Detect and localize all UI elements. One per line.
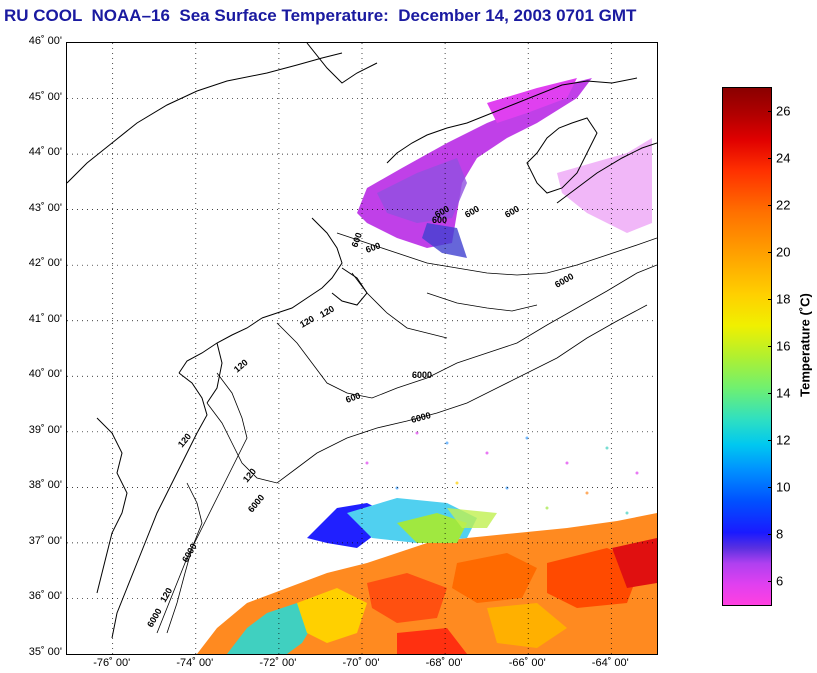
- latitude-label: 43˚ 00': [28, 201, 62, 214]
- contour-label: 600: [463, 204, 481, 220]
- longitude-label: -70˚ 00': [342, 657, 380, 669]
- latitude-label: 46˚ 00': [28, 35, 62, 47]
- longitude-label: -74˚ 00': [176, 657, 214, 669]
- colorbar-tick-mark: [768, 439, 772, 441]
- colorbar-tick-mark: [768, 251, 772, 253]
- contour-label: 120: [241, 466, 258, 484]
- map-grid: [67, 43, 657, 654]
- latitude-label: 39˚ 00': [28, 423, 62, 436]
- colorbar-tick-mark: [768, 110, 772, 112]
- contour-label: 600: [349, 231, 364, 249]
- latitude-label: 35˚ 00': [28, 646, 62, 658]
- longitude-label: -72˚ 00': [259, 657, 297, 669]
- contour-label: 120: [232, 357, 250, 374]
- contour-label: 600: [344, 390, 362, 405]
- sst-map-panel: 600 600 600 600 6000 6000 600 6000 120 120 120 120 6…: [66, 42, 658, 655]
- contour-label: 6000: [410, 410, 432, 425]
- colorbar-tick-label: 26: [776, 103, 791, 118]
- sst-scattered-pixels: [365, 431, 639, 515]
- colorbar-tick-mark: [768, 204, 772, 206]
- contour-label: 120: [318, 304, 336, 320]
- contour-label: 600: [432, 215, 447, 225]
- longitude-label: -76˚ 00': [93, 657, 131, 669]
- latitude-label: 37˚ 00': [28, 534, 62, 547]
- colorbar-tick-label: 20: [776, 244, 791, 259]
- colorbar-tick-mark: [768, 580, 772, 582]
- colorbar-tick-label: 6: [776, 573, 784, 588]
- contour-label: 6000: [553, 271, 575, 290]
- longitude-label: -66˚ 00': [508, 657, 546, 669]
- sst-warm-band: [197, 513, 657, 654]
- contour-label: 600: [364, 240, 382, 255]
- colorbar-tick-label: 18: [776, 291, 791, 306]
- latitude-label: 38˚ 00': [28, 479, 62, 492]
- contour-label: 600: [503, 204, 521, 220]
- colorbar-tick-mark: [768, 392, 772, 394]
- colorbar-tick-mark: [768, 533, 772, 535]
- longitude-label: -64˚ 00': [591, 657, 629, 669]
- bathymetry-contours: [156, 232, 657, 634]
- colorbar-tick-label: 10: [776, 479, 791, 494]
- temperature-colorbar: [722, 87, 772, 606]
- colorbar-tick-mark: [768, 486, 772, 488]
- contour-label: 6000: [246, 493, 267, 515]
- colorbar-label: Temperature (˚C): [797, 293, 813, 397]
- colorbar-tick-label: 16: [776, 338, 791, 353]
- colorbar-tick-mark: [768, 298, 772, 300]
- contour-label: 6000: [145, 607, 164, 629]
- sst-cold-patch: [357, 78, 652, 258]
- contour-label: 120: [158, 586, 174, 604]
- colorbar-tick-label: 14: [776, 385, 791, 400]
- latitude-label: 42˚ 00': [28, 257, 62, 270]
- colorbar-tick-mark: [768, 345, 772, 347]
- colorbar-tick-label: 8: [776, 526, 784, 541]
- sst-cool-intrusion: [307, 498, 497, 548]
- latitude-label: 44˚ 00': [28, 146, 62, 159]
- contour-label: 6000: [180, 542, 199, 564]
- latitude-label: 36˚ 00': [28, 590, 62, 603]
- colorbar-tick-label: 24: [776, 150, 791, 165]
- map-title: RU COOL NOAA–16 Sea Surface Temperature:…: [4, 6, 637, 25]
- contour-label: 120: [298, 314, 316, 330]
- latitude-label: 41˚ 00': [28, 312, 62, 325]
- latitude-label: 45˚ 00': [28, 90, 62, 103]
- longitude-label: -68˚ 00': [425, 657, 463, 669]
- colorbar-tick-label: 12: [776, 432, 791, 447]
- contour-label: 6000: [412, 370, 432, 380]
- latitude-label: 40˚ 00': [28, 368, 62, 381]
- colorbar-tick-label: 22: [776, 197, 791, 212]
- colorbar-tick-mark: [768, 157, 772, 159]
